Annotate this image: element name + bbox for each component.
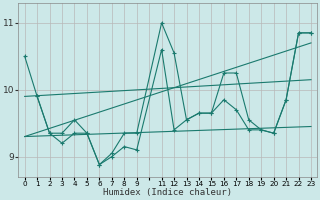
X-axis label: Humidex (Indice chaleur): Humidex (Indice chaleur) <box>103 188 232 197</box>
